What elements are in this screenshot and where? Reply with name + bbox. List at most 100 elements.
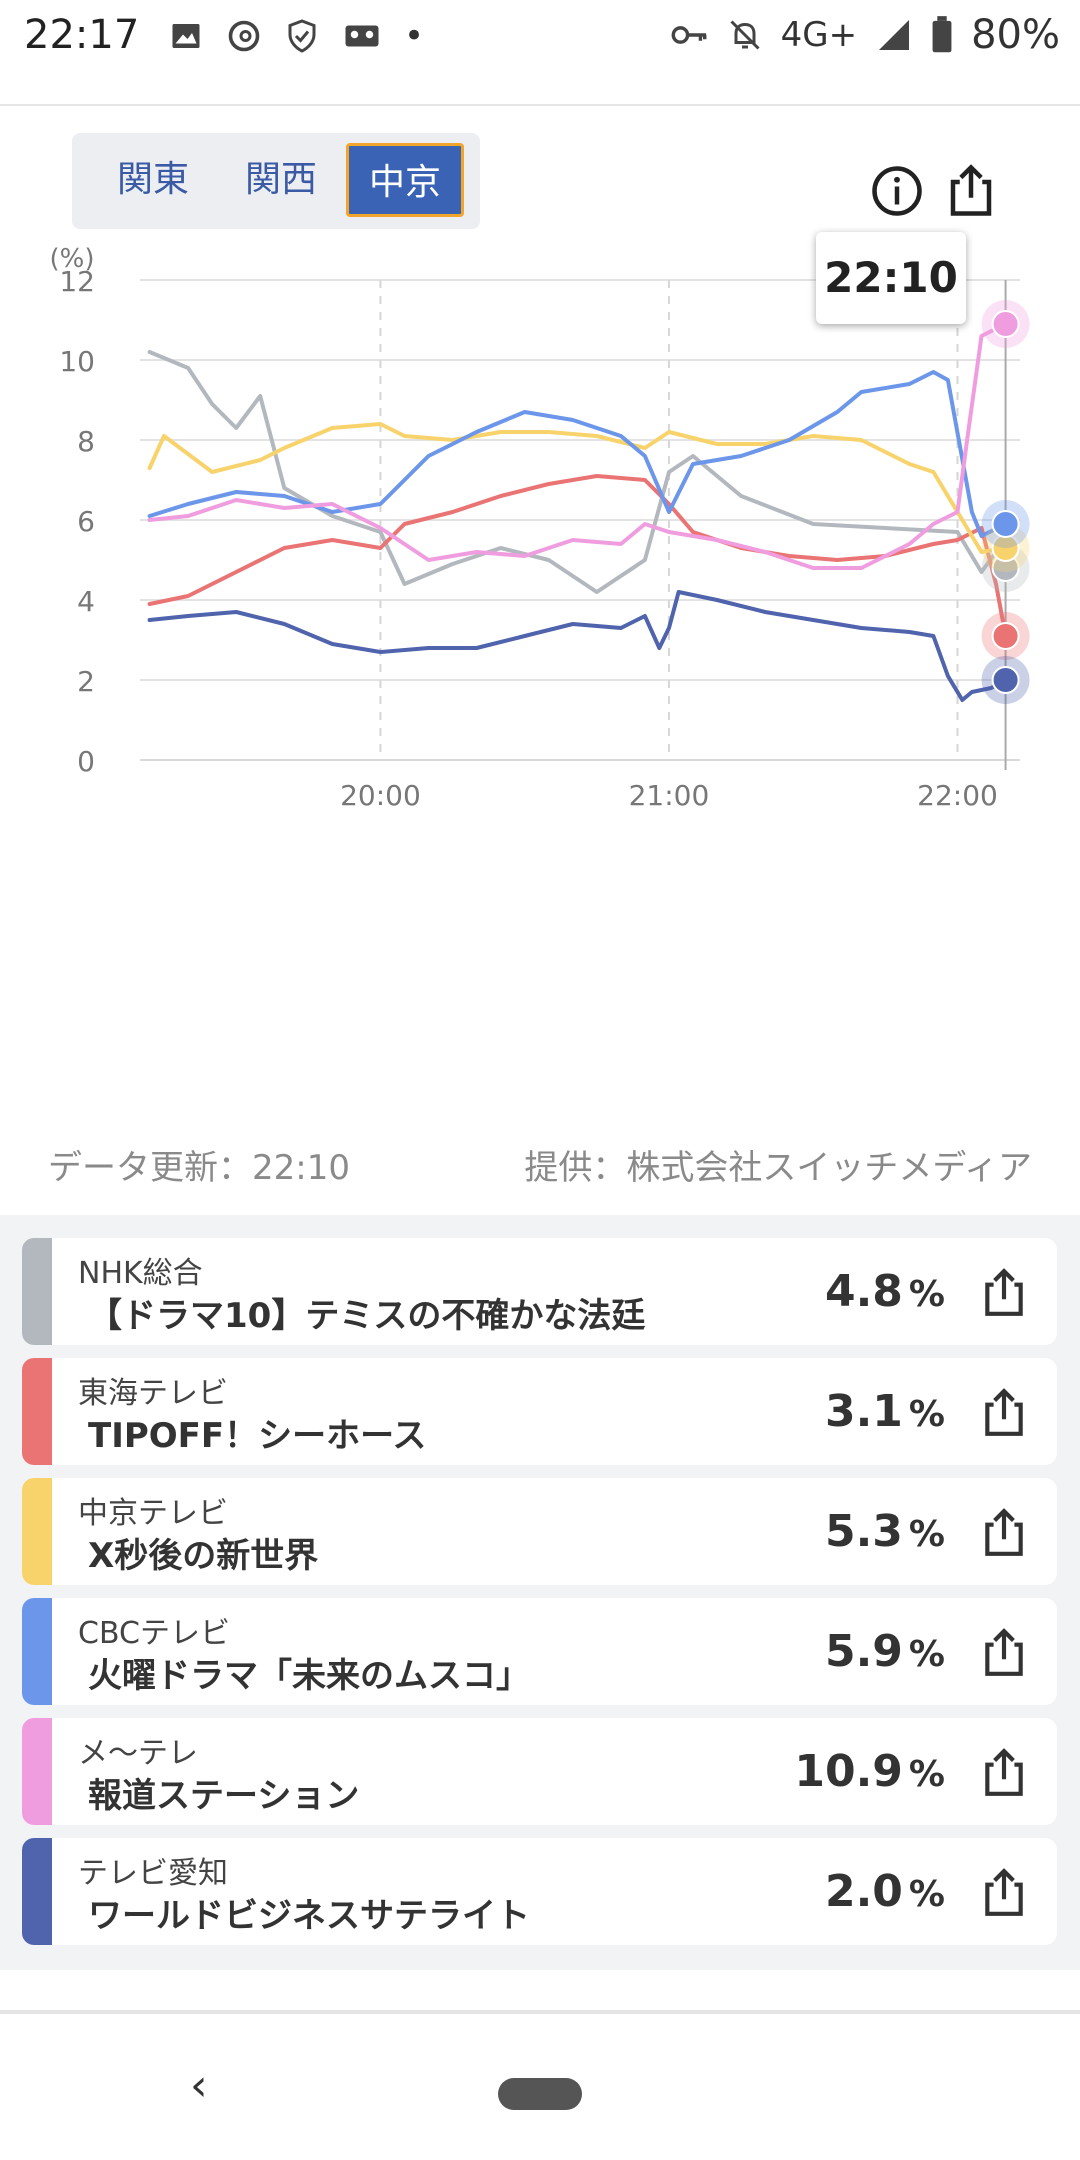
rating-unit: % bbox=[908, 1394, 945, 1435]
threads-icon bbox=[228, 20, 260, 52]
back-icon[interactable]: ‹ bbox=[190, 2060, 208, 2111]
rating-unit: % bbox=[908, 1754, 945, 1795]
rating-value: 3.1% bbox=[825, 1386, 945, 1437]
share-icon[interactable] bbox=[979, 1268, 1029, 1318]
battery-icon bbox=[932, 16, 952, 53]
channel-row[interactable]: 東海テレビ TIPOFF！シーホース 3.1% bbox=[22, 1358, 1057, 1465]
share-icon[interactable] bbox=[944, 164, 998, 218]
channel-name: 中京テレビ bbox=[78, 1496, 228, 1531]
series-line bbox=[147, 350, 1008, 594]
dot-icon: • bbox=[404, 16, 425, 56]
region-tabs: 関東 関西 中京 bbox=[72, 133, 480, 229]
series-line bbox=[147, 590, 1008, 702]
battery-percent: 80% bbox=[971, 12, 1060, 58]
line-chart: 0 2 4 6 8 10 12(%) 20:00 21:00 22:00 bbox=[50, 244, 1030, 812]
rating-unit: % bbox=[908, 1514, 945, 1555]
rating-unit: % bbox=[908, 1274, 945, 1315]
key-icon bbox=[671, 26, 707, 44]
channel-row[interactable]: NHK総合【ドラマ10】テミスの不確かな法廷 4.8% bbox=[22, 1238, 1057, 1345]
rating-unit: % bbox=[908, 1874, 945, 1915]
notification-icons: • bbox=[168, 14, 424, 58]
channel-color-bar bbox=[22, 1598, 52, 1705]
signal-icon bbox=[879, 20, 910, 50]
share-icon[interactable] bbox=[979, 1508, 1029, 1558]
series-line bbox=[147, 322, 1008, 570]
y-tick-label: 2 bbox=[77, 665, 95, 698]
program-title: X秒後の新世界 bbox=[88, 1536, 319, 1576]
y-tick-label: 4 bbox=[77, 585, 95, 618]
channel-color-bar bbox=[22, 1478, 52, 1585]
y-tick-label: 6 bbox=[77, 505, 95, 538]
share-icon[interactable] bbox=[979, 1868, 1029, 1918]
channel-color-bar bbox=[22, 1358, 52, 1465]
channel-row[interactable]: CBCテレビ火曜ドラマ「未来のムスコ」 5.9% bbox=[22, 1598, 1057, 1705]
channel-row[interactable]: メ〜テレ報道ステーション 10.9% bbox=[22, 1718, 1057, 1825]
channel-name: 東海テレビ bbox=[78, 1376, 228, 1411]
channel-color-bar bbox=[22, 1238, 52, 1345]
x-tick-label: 21:00 bbox=[629, 779, 710, 812]
network-label: 4G+ bbox=[780, 15, 858, 55]
rating-number: 5.9 bbox=[824, 1626, 903, 1677]
rating-value: 5.3% bbox=[825, 1506, 945, 1557]
image-icon bbox=[172, 24, 200, 48]
current-point bbox=[991, 510, 1020, 538]
rating-number: 5.3 bbox=[824, 1506, 903, 1557]
home-pill[interactable] bbox=[498, 2078, 582, 2110]
program-title: TIPOFF！シーホース bbox=[88, 1416, 427, 1456]
rating-value: 2.0% bbox=[825, 1866, 945, 1917]
shield-icon bbox=[288, 19, 316, 53]
program-title: 報道ステーション bbox=[88, 1776, 360, 1816]
tab-kansai[interactable]: 関西 bbox=[244, 159, 317, 200]
series-line bbox=[147, 474, 1008, 638]
time-tooltip: 22:10 bbox=[816, 232, 966, 324]
share-icon[interactable] bbox=[979, 1628, 1029, 1678]
rating-value: 5.9% bbox=[825, 1626, 945, 1677]
share-icon[interactable] bbox=[979, 1388, 1029, 1438]
source-row: データ更新：22:10 提供：株式会社スイッチメディア bbox=[0, 1140, 1080, 1190]
y-axis-unit: (%) bbox=[50, 244, 95, 274]
channel-name: テレビ愛知 bbox=[78, 1856, 228, 1891]
series-line bbox=[147, 422, 1008, 554]
rating-number: 10.9 bbox=[794, 1746, 903, 1797]
y-tick-label: 8 bbox=[77, 425, 95, 458]
rating-value: 4.8% bbox=[825, 1266, 945, 1317]
rating-number: 4.8 bbox=[824, 1266, 903, 1317]
channel-name: メ〜テレ bbox=[78, 1736, 198, 1771]
channel-color-bar bbox=[22, 1838, 52, 1945]
divider bbox=[0, 104, 1080, 106]
program-title: ワールドビジネスサテライト bbox=[88, 1896, 530, 1936]
series-line bbox=[147, 370, 1008, 538]
divider bbox=[0, 2010, 1080, 2014]
program-title: 火曜ドラマ「未来のムスコ」 bbox=[88, 1656, 530, 1696]
status-bar: 22:17 • 4G+ 80% bbox=[0, 0, 1080, 72]
channel-row[interactable]: テレビ愛知ワールドビジネスサテライト 2.0% bbox=[22, 1838, 1057, 1945]
y-tick-label: 0 bbox=[77, 745, 95, 778]
y-tick-label: 12 bbox=[59, 265, 95, 298]
rating-value: 10.9% bbox=[794, 1746, 945, 1797]
navigation-bar: ‹ bbox=[0, 2040, 1080, 2160]
x-tick-label: 20:00 bbox=[340, 779, 421, 812]
current-point bbox=[991, 310, 1020, 338]
ratings-chart: 0 2 4 6 8 10 12 (%) 20:00 21:00 22:00 bbox=[0, 230, 1080, 1120]
bell-off-icon bbox=[730, 20, 760, 50]
channel-name: CBCテレビ bbox=[78, 1616, 230, 1651]
data-provider: 提供：株式会社スイッチメディア bbox=[524, 1148, 1032, 1188]
data-updated: データ更新：22:10 bbox=[48, 1148, 350, 1188]
info-icon[interactable] bbox=[870, 164, 924, 218]
cassette-icon bbox=[345, 25, 379, 47]
tab-chukyo[interactable]: 中京 bbox=[346, 143, 464, 217]
program-title: 【ドラマ10】テミスの不確かな法廷 bbox=[88, 1296, 646, 1336]
x-tick-label: 22:00 bbox=[917, 779, 998, 812]
channel-row[interactable]: 中京テレビ X秒後の新世界 5.3% bbox=[22, 1478, 1057, 1585]
rating-number: 3.1 bbox=[824, 1386, 903, 1437]
rating-number: 2.0 bbox=[824, 1866, 903, 1917]
current-point bbox=[991, 666, 1020, 694]
share-icon[interactable] bbox=[979, 1748, 1029, 1798]
y-tick-label: 10 bbox=[59, 345, 95, 378]
system-icons: 4G+ 80% bbox=[669, 12, 1060, 58]
tab-kanto[interactable]: 関東 bbox=[116, 159, 189, 200]
rating-unit: % bbox=[908, 1634, 945, 1675]
channel-name: NHK総合 bbox=[78, 1256, 203, 1291]
status-time: 22:17 bbox=[24, 12, 140, 58]
channel-color-bar bbox=[22, 1718, 52, 1825]
